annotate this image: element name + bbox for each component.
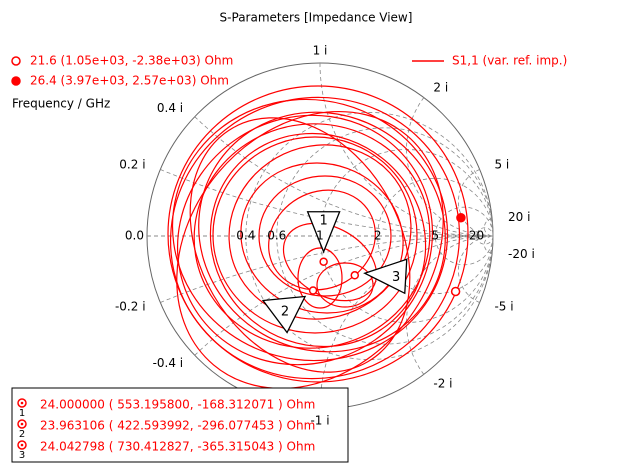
x-tick-label: 2 i xyxy=(433,81,448,95)
r-grid-circle xyxy=(476,227,494,245)
r-tick-label: 0.0 xyxy=(125,229,144,243)
x-grid-arc xyxy=(194,235,493,356)
x-tick-label: 0.2 i xyxy=(119,157,145,171)
marker-point xyxy=(350,271,360,280)
marker-box-index: 2 xyxy=(19,429,25,440)
x-tick-label: -1 i xyxy=(310,414,329,428)
x-grid-arc xyxy=(406,235,493,375)
x-tick-label: 20 i xyxy=(508,210,530,224)
marker-box-dot xyxy=(20,422,24,426)
r-tick-label: 0.4 xyxy=(236,229,255,243)
cursor-label: 26.4 (3.97e+03, 2.57e+03) Ohm xyxy=(30,74,229,88)
r-tick-label: 2 xyxy=(374,229,382,243)
marker-box-index: 1 xyxy=(19,408,25,419)
marker-box xyxy=(11,387,349,463)
marker-box-dot xyxy=(20,443,24,447)
r-tick-label: 0.6 xyxy=(267,229,286,243)
x-tick-label: 1 i xyxy=(313,44,328,58)
marker-point xyxy=(319,257,328,266)
x-grid-arc xyxy=(406,97,493,237)
chart-title: S-Parameters [Impedance View] xyxy=(220,11,413,25)
marker-flag xyxy=(363,258,408,295)
cursor-label: 21.6 (1.05e+03, -2.38e+03) Ohm xyxy=(30,54,233,68)
x-tick-label: -5 i xyxy=(494,300,513,314)
marker-flag-label: 1 xyxy=(319,214,327,229)
cursor-legend-symbol xyxy=(11,76,21,86)
marker-flag xyxy=(261,295,307,334)
marker-flag-label: 2 xyxy=(281,304,289,319)
marker-value: 23.963106 ( 422.593992, -296.077453 ) Oh… xyxy=(40,419,315,433)
legend-entry: S1,1 (var. ref. imp.) xyxy=(452,54,567,68)
marker-value: 24.042798 ( 730.412827, -365.315043 ) Oh… xyxy=(40,440,315,454)
cursor-point xyxy=(450,286,461,297)
x-tick-label: -20 i xyxy=(508,247,535,261)
cursor-point xyxy=(456,213,466,223)
x-tick-label: 5 i xyxy=(494,157,509,171)
marker-flag xyxy=(306,211,341,254)
x-tick-label: -2 i xyxy=(433,377,452,391)
marker-flag-label: 3 xyxy=(392,270,400,285)
r-tick-label: 1 xyxy=(316,229,324,243)
marker-box-dot xyxy=(20,401,24,405)
cursor-legend-symbol xyxy=(11,56,21,66)
axis-label: Frequency / GHz xyxy=(12,97,110,111)
r-tick-label: 20 xyxy=(469,229,484,243)
r-tick-label: 5 xyxy=(432,229,440,243)
x-tick-label: 0.4 i xyxy=(157,101,183,115)
x-grid-arc xyxy=(483,235,493,254)
x-tick-label: -0.4 i xyxy=(153,356,184,370)
markers: 1 2 3 xyxy=(261,211,466,334)
marker-box-index: 3 xyxy=(19,450,25,461)
x-tick-label: -0.2 i xyxy=(115,300,146,314)
trace xyxy=(167,85,469,389)
marker-value: 24.000000 ( 553.195800, -168.312071 ) Oh… xyxy=(40,398,315,412)
x-grid-arc xyxy=(483,218,493,237)
marker-point xyxy=(308,286,318,295)
